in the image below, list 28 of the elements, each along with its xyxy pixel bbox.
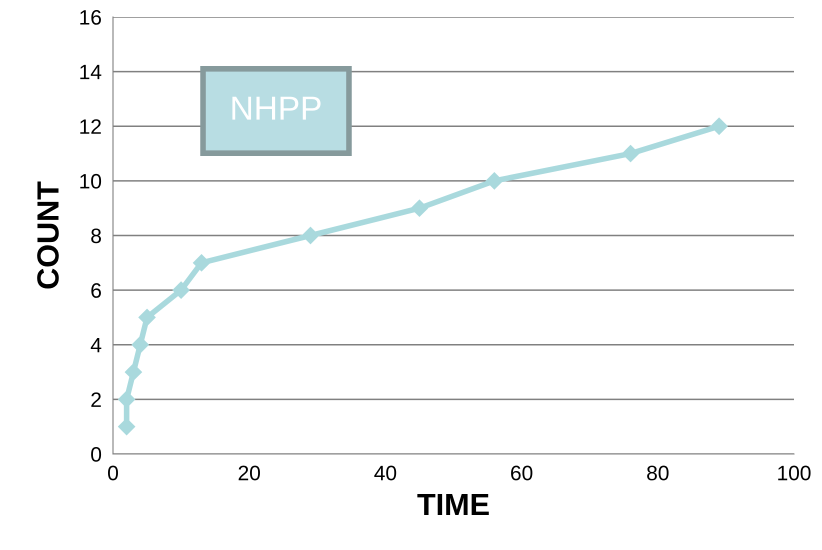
y-axis-title: COUNT: [37, 182, 59, 289]
point: [486, 172, 503, 190]
x-tick-label: 60: [511, 466, 532, 480]
point: [622, 145, 640, 162]
x-tick-label: 0: [108, 466, 118, 480]
x-tick-label: 20: [238, 466, 260, 480]
point: [138, 308, 156, 326]
x-tick-label: 80: [647, 466, 669, 480]
point: [192, 254, 210, 272]
y-tick-label: 12: [80, 119, 101, 134]
y-tick-label: 14: [80, 64, 102, 80]
text: NHPP: [232, 96, 321, 120]
point: [710, 118, 728, 135]
x-axis-title: TIME: [417, 494, 489, 516]
point: [132, 336, 149, 354]
y-tick-label: 10: [80, 174, 102, 189]
y-tick-label: 6: [91, 283, 101, 298]
y-tick-label: 0: [91, 447, 102, 462]
y-tick-label: 2: [91, 392, 101, 407]
y-tick-label: 8: [91, 228, 101, 244]
point: [410, 200, 428, 217]
point: [172, 282, 190, 299]
x-tick-label: 100: [778, 466, 811, 480]
x-tick-label: 40: [374, 466, 396, 480]
point: [302, 226, 320, 244]
y-tick-label: 4: [90, 338, 102, 352]
point: [124, 364, 142, 381]
y-tick-label: 16: [80, 10, 101, 25]
